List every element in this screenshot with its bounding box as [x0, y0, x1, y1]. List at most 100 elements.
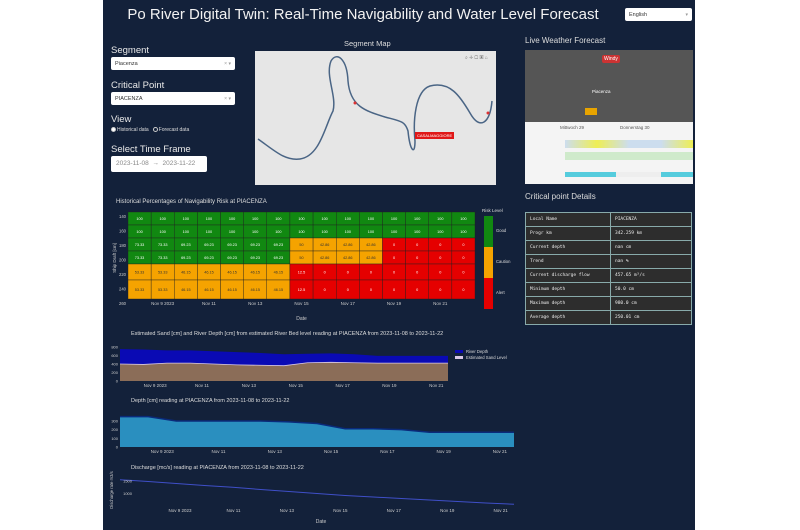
x-tick-label: Nov 19 — [440, 508, 455, 513]
y-tick-label: 0 — [116, 379, 119, 384]
heatmap-cell-label: 69.23 — [250, 256, 260, 260]
x-tick-label: Nov 11 — [195, 383, 209, 388]
heatmap-cell-label: 73.33 — [135, 256, 145, 260]
heatmap-cell-label: 46.15 — [204, 288, 214, 292]
heatmap-cell-label: 46.15 — [250, 271, 260, 275]
x-axis-label: Date — [316, 519, 327, 525]
colorbar-label: Good — [496, 228, 507, 233]
chart-title: Discharge [mc/s] reading at PIACENZA fro… — [131, 465, 304, 471]
heatmap-cell-label: 73.33 — [135, 243, 145, 247]
x-tick-label: Nov 11 — [227, 508, 241, 513]
windy-logo: Windy — [602, 55, 620, 63]
heatmap-cell-label: 53.33 — [135, 288, 145, 292]
colorbar-segment — [484, 216, 493, 247]
details-row: Trend nan % — [525, 254, 692, 269]
colorbar-segment — [484, 247, 493, 278]
critical-point-select[interactable]: PIACENZA × ▾ — [111, 92, 235, 105]
heatmap-cell-label: 69.23 — [250, 243, 260, 247]
y-tick-label: 600 — [111, 353, 118, 358]
heatmap-cell-label: 100 — [252, 230, 258, 234]
heatmap-cell-label: 100 — [160, 217, 166, 221]
end-date[interactable]: 2023-11-22 — [162, 160, 196, 167]
heatmap-cell-label: 42.86 — [366, 243, 376, 247]
details-row: Local Name PIACENZA — [525, 212, 692, 227]
heatmap-cell-label: 69.23 — [227, 256, 237, 260]
heatmap-cell-label: 0 — [416, 243, 418, 247]
colorbar-label: Caution — [496, 259, 511, 264]
x-tick-label: Nov 21 — [433, 301, 448, 306]
sand-area — [120, 362, 448, 381]
heatmap-cell-label: 69.23 — [227, 243, 237, 247]
weather-widget[interactable]: Windy Piacenza Mittwoch 29 Donnerstag 30 — [525, 50, 693, 184]
x-tick-label: Nov 17 — [387, 508, 402, 513]
weather-city: Piacenza — [592, 89, 611, 94]
heatmap-cell-label: 69.23 — [204, 256, 214, 260]
radio-historical[interactable]: Historical data — [111, 127, 149, 133]
colorbar-label: Alert — [496, 290, 505, 295]
radio-forecast[interactable]: Forecast data — [152, 127, 190, 133]
heatmap-cell-label: 0 — [416, 288, 418, 292]
critical-point-value: PIACENZA — [115, 95, 143, 102]
y-tick-label: 260 — [119, 301, 127, 306]
segment-select[interactable]: Piacenza × ▾ — [111, 57, 235, 70]
details-row: Average depth 250.01 cm — [525, 310, 692, 325]
heatmap-cell-label: 53.33 — [135, 271, 145, 275]
start-date[interactable]: 2023-11-08 — [116, 160, 149, 167]
detail-value: 250.01 cm — [610, 310, 692, 325]
x-tick-label: Nov 13 — [268, 449, 283, 454]
x-tick-label: Nov 9 2023 — [151, 301, 175, 306]
forecast-table: Mittwoch 29 Donnerstag 30 — [525, 122, 693, 184]
critical-point-label: Critical Point — [111, 80, 165, 91]
heatmap-cell-label: 0 — [462, 256, 464, 260]
heatmap-cell-label: 100 — [252, 217, 258, 221]
chevron-down-icon: × ▾ — [224, 60, 231, 67]
heatmap-cell-label: 73.33 — [158, 256, 168, 260]
date-range-picker[interactable]: 2023-11-08 → 2023-11-22 — [111, 156, 207, 172]
radio-label: Forecast data — [158, 127, 190, 133]
heatmap-cell-label: 0 — [393, 271, 395, 275]
heatmap-cell-label: 0 — [324, 288, 326, 292]
timeframe-label: Select Time Frame — [111, 144, 191, 155]
heatmap-cell-label: 0 — [324, 271, 326, 275]
heatmap-cell-label: 100 — [437, 230, 443, 234]
radio-label: Historical data — [117, 127, 149, 133]
heatmap-cell-label: 0 — [393, 256, 395, 260]
heatmap-cell-label: 42.86 — [366, 256, 376, 260]
chevron-down-icon: ▾ — [685, 11, 688, 18]
x-tick-label: Nov 21 — [429, 383, 444, 388]
heatmap-cell-label: 46.15 — [181, 271, 191, 275]
y-tick-label: 300 — [111, 418, 118, 423]
y-tick-label: 140 — [119, 214, 127, 219]
language-value: English — [629, 11, 648, 18]
x-tick-label: Nov 15 — [294, 301, 309, 306]
segment-value: Piacenza — [115, 60, 138, 67]
heatmap-cell-label: 69.23 — [204, 243, 214, 247]
heatmap-cell-label: 46.15 — [181, 288, 191, 292]
heatmap-cell — [451, 279, 476, 300]
heatmap-cell-label: 100 — [206, 217, 212, 221]
heatmap-cell-label: 46.15 — [227, 288, 237, 292]
chevron-down-icon: × ▾ — [224, 95, 231, 102]
x-tick-label: Nov 19 — [437, 449, 452, 454]
heatmap-cell-label: 100 — [206, 230, 212, 234]
x-tick-label: Nov 17 — [335, 383, 350, 388]
river-depth-area — [120, 349, 448, 366]
heatmap-cell-label: 50 — [299, 256, 303, 260]
segment-map[interactable]: CASALMAGGIORE ⌕ ✛ ▢ ▣ ⌂ — [255, 51, 496, 185]
x-tick-label: Nov 11 — [202, 301, 216, 306]
radio-dot-icon — [111, 127, 116, 133]
x-tick-label: Nov 15 — [333, 508, 348, 513]
heatmap-cell-label: 0 — [370, 288, 372, 292]
heatmap-cell-label: 0 — [370, 271, 372, 275]
heatmap-cell-label: 12.5 — [298, 271, 305, 275]
x-tick-label: Nov 15 — [324, 449, 339, 454]
heatmap-cell-label: 100 — [414, 230, 420, 234]
heatmap-cell-label: 69.23 — [181, 256, 191, 260]
forecast-day: Donnerstag 30 — [620, 125, 650, 130]
y-tick-label: 200 — [119, 258, 127, 263]
map-toolbar-icons[interactable]: ⌕ ✛ ▢ ▣ ⌂ — [465, 55, 488, 61]
colorbar-title: Risk Level — [482, 208, 503, 213]
view-radio-group: Historical data Forecast data — [111, 127, 189, 133]
map-marker-label[interactable]: CASALMAGGIORE — [415, 132, 455, 139]
language-select[interactable]: English ▾ — [625, 8, 692, 21]
